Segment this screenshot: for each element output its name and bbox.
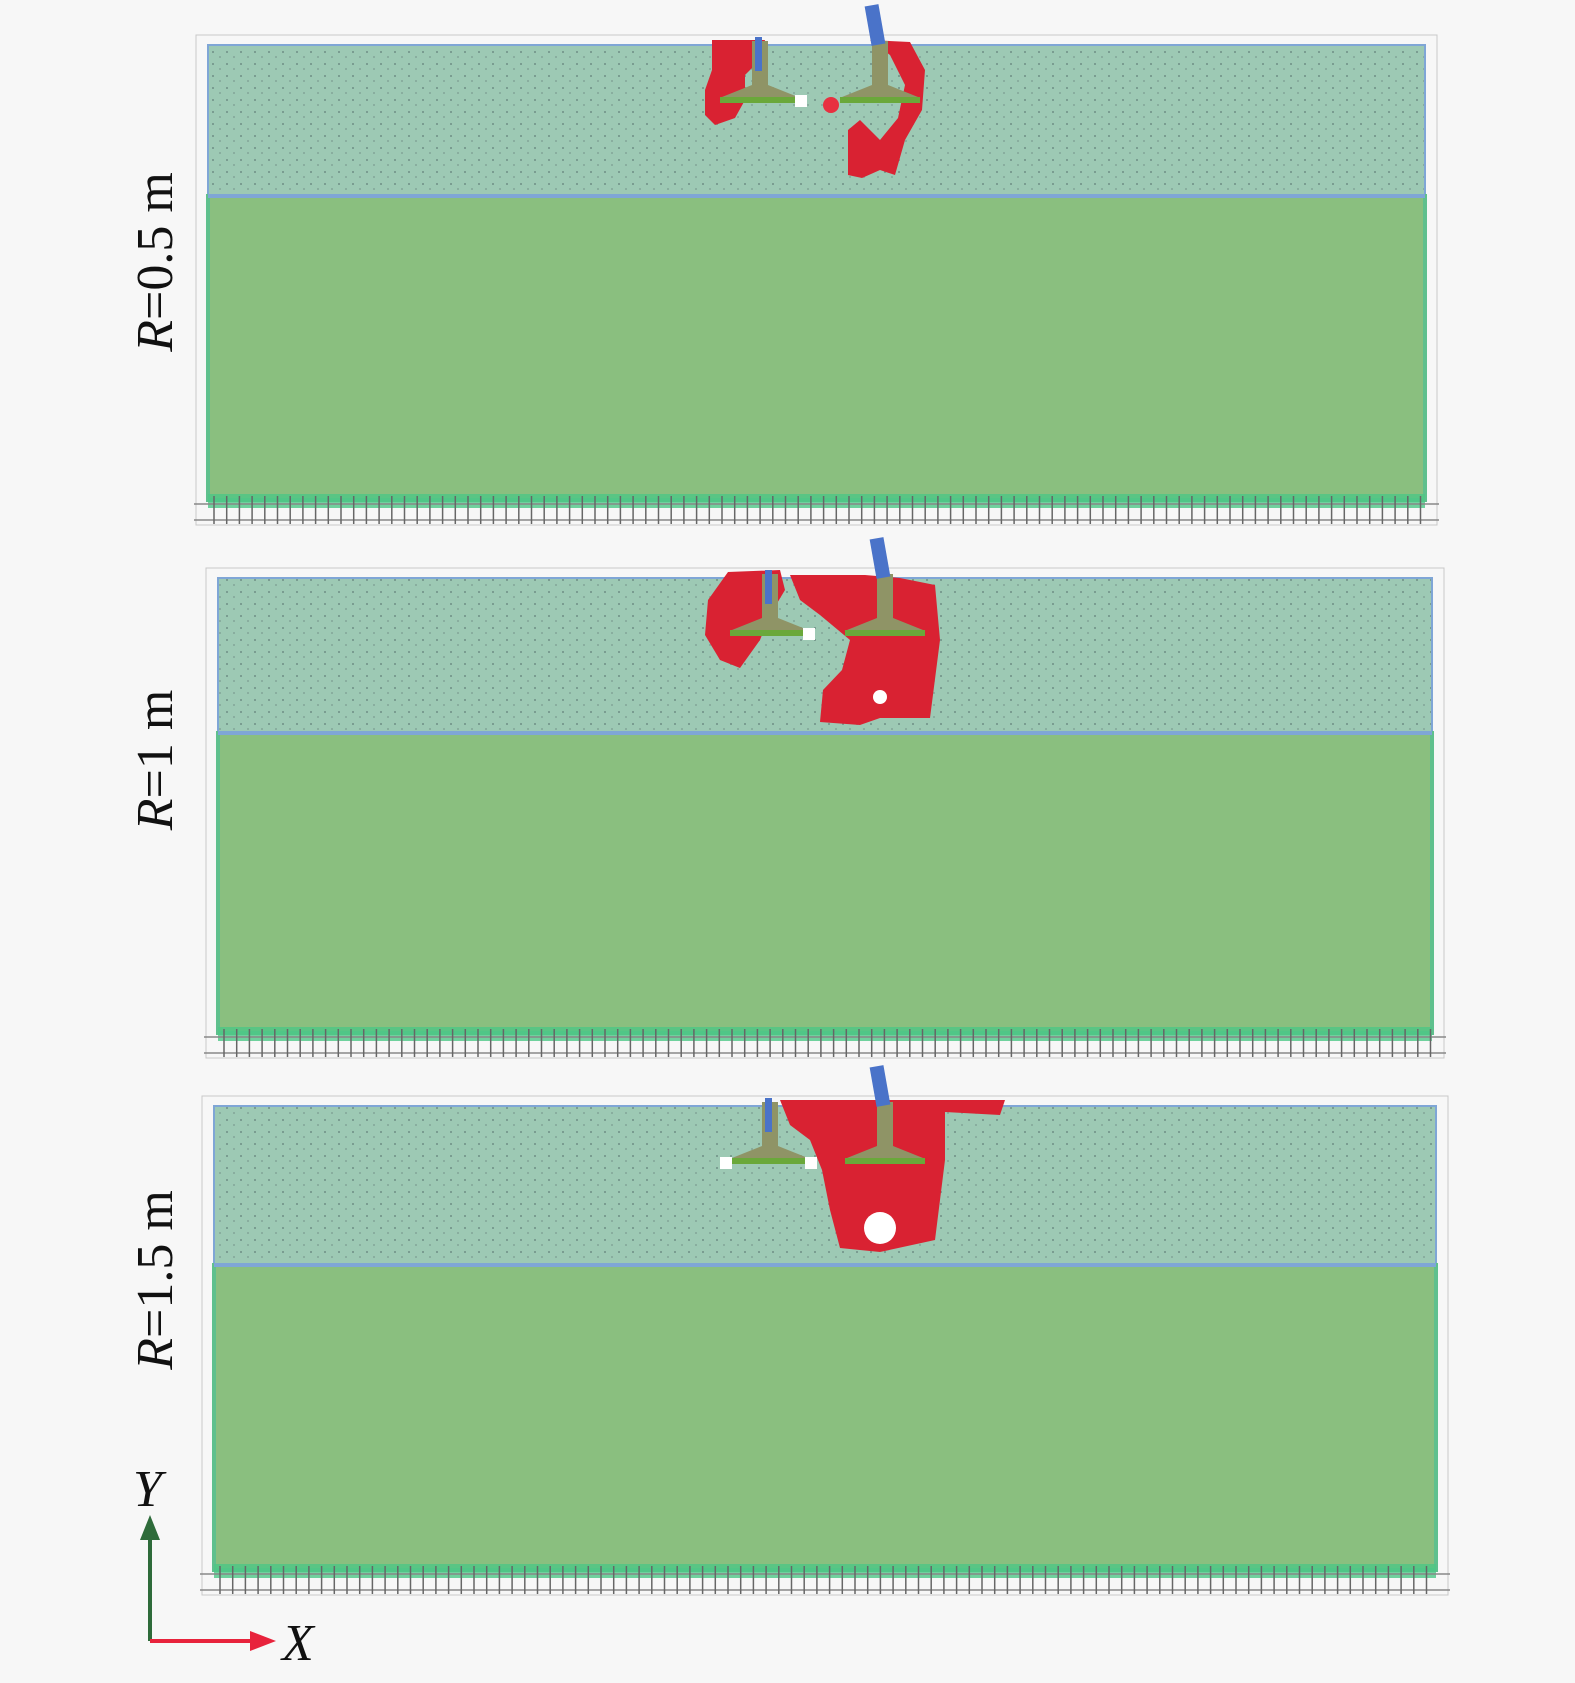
load-indicator: [765, 570, 772, 604]
footing-column: [877, 574, 893, 618]
void: [873, 690, 887, 704]
footing-base: [847, 1146, 923, 1158]
footing-base: [732, 618, 808, 630]
panel-label-1: R=0.5 m: [127, 172, 184, 353]
footing-base: [732, 1146, 808, 1158]
panel-label-2: R=1 m: [127, 690, 184, 832]
svg-text:R=1 m: R=1 m: [127, 690, 184, 832]
load-indicator: [869, 1065, 891, 1107]
load-indicator: [765, 1098, 772, 1132]
footing-column: [877, 1102, 893, 1146]
x-arrowhead-icon: [250, 1631, 276, 1651]
load-indicator: [755, 37, 762, 71]
svg-text:R=0.5 m: R=0.5 m: [127, 172, 184, 353]
footing-base: [842, 85, 918, 97]
plastic-zone: [705, 40, 765, 125]
load-indicator: [869, 537, 891, 579]
plastic-zone: [848, 40, 925, 178]
footing-base: [847, 618, 923, 630]
model-panel-3: [200, 1065, 1450, 1596]
model-panel-1: [194, 4, 1439, 526]
panel-label-3: R=1.5 m: [127, 1190, 184, 1371]
lower-soil-layer: [212, 1263, 1438, 1572]
lower-soil-layer: [206, 194, 1427, 502]
y-axis-label: Y: [133, 1461, 167, 1518]
footing-base: [722, 85, 798, 97]
load-indicator: [864, 4, 886, 46]
plastic-zone: [780, 1100, 1005, 1252]
upper-soil-layer: [207, 44, 1426, 197]
model-panel-2: [204, 537, 1446, 1059]
svg-text:R=1.5 m: R=1.5 m: [127, 1190, 184, 1371]
plastic-zone: [790, 575, 940, 725]
footing-column: [872, 41, 888, 85]
x-axis-label: X: [280, 1615, 316, 1672]
void: [864, 1212, 896, 1244]
lower-soil-layer: [216, 731, 1434, 1035]
coordinate-axes: Y X: [133, 1461, 316, 1672]
bottom-boundary: [218, 1027, 1432, 1041]
y-arrowhead-icon: [140, 1515, 160, 1540]
